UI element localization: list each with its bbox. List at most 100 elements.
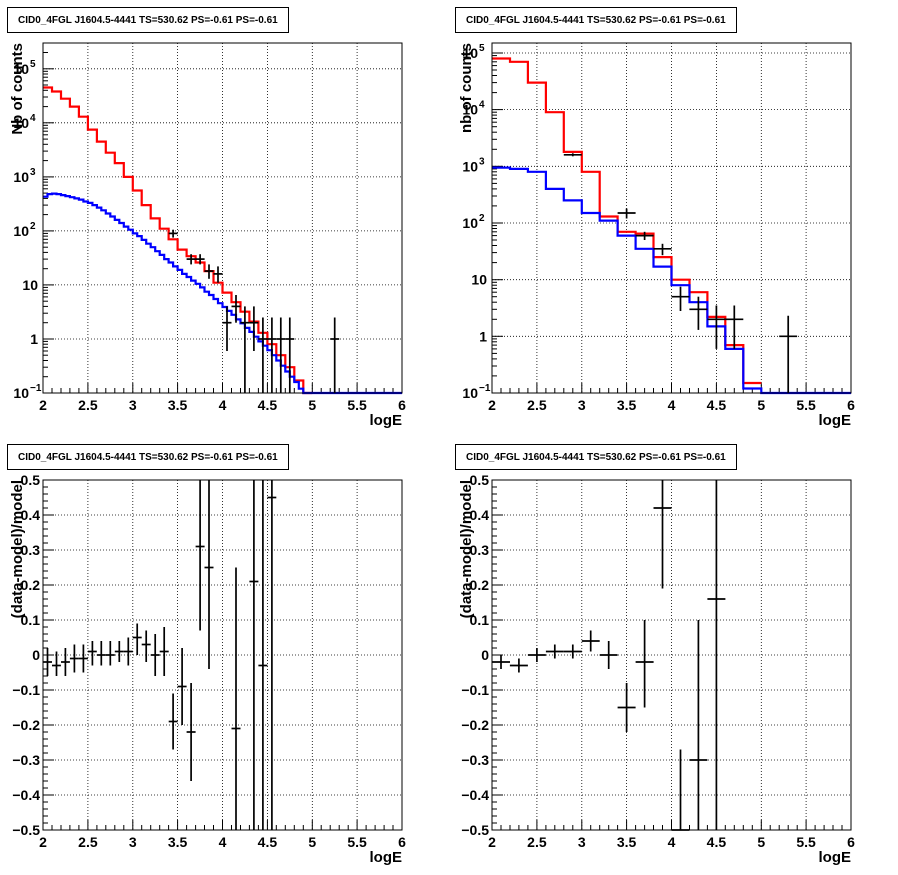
x-tick-label: 5: [757, 834, 765, 850]
y-tick-label: −0.3: [12, 752, 40, 768]
x-axis-label: logE: [370, 412, 403, 429]
data-point: [492, 655, 510, 669]
y-axis-label: (data-model)/model: [458, 480, 475, 618]
x-tick-label: 5: [757, 397, 765, 413]
y-axis-label: Nb of counts: [9, 43, 26, 135]
data-point: [186, 254, 196, 265]
y-tick-label: −0.5: [461, 822, 489, 838]
data-point: [599, 641, 618, 669]
y-tick-label: 0: [481, 647, 489, 663]
data-point: [195, 254, 205, 265]
data-point: [195, 480, 205, 631]
x-axis-label: logE: [819, 849, 852, 866]
x-tick-label: 3: [578, 397, 586, 413]
x-tick-label: 5.5: [796, 834, 816, 850]
x-tick-label: 6: [847, 397, 855, 413]
y-tick-label: 1: [30, 331, 38, 347]
y-tick-label: 10: [462, 158, 478, 174]
x-tick-label: 3.5: [168, 834, 188, 850]
panel-2-title: CID0_4FGL J1604.5-4441 TS=530.62 PS=-0.6…: [455, 7, 737, 33]
data-point: [707, 305, 726, 349]
data-point: [653, 480, 672, 589]
y-tick-label: 10: [13, 61, 29, 77]
data-point: [186, 683, 196, 781]
data-point: [249, 306, 259, 351]
y-tick-exponent: 4: [479, 100, 485, 111]
y-tick-exponent: 5: [30, 59, 36, 70]
y-tick-label: 0: [32, 647, 40, 663]
x-tick-label: 2.5: [527, 397, 547, 413]
y-tick-label: 0.2: [470, 577, 490, 593]
y-tick-label: 0.5: [470, 472, 490, 488]
data-point: [96, 641, 106, 666]
x-tick-label: 4: [219, 397, 227, 413]
data-point: [123, 637, 133, 666]
data-point: [249, 480, 259, 830]
data-point: [527, 648, 546, 662]
data-point: [87, 641, 97, 666]
data-point: [671, 286, 690, 311]
y-tick-label: 0.5: [21, 472, 41, 488]
y-tick-exponent: 4: [30, 113, 36, 124]
x-tick-label: 2: [39, 834, 47, 850]
panel-4-title: CID0_4FGL J1604.5-4441 TS=530.62 PS=-0.6…: [455, 444, 737, 470]
data-point: [132, 623, 142, 655]
y-tick-exponent: 2: [479, 213, 485, 224]
y-axis-label: (data-model)/model: [9, 480, 26, 618]
x-tick-label: 3.5: [617, 834, 637, 850]
data-point: [204, 480, 214, 669]
series-2-line: [43, 192, 402, 395]
data-point: [689, 296, 708, 330]
data-point: [204, 264, 214, 279]
x-tick-label: 5.5: [347, 834, 367, 850]
y-tick-label: 10: [22, 277, 38, 293]
data-point: [779, 315, 798, 393]
x-tick-label: 6: [398, 834, 406, 850]
y-tick-label: 0.4: [470, 507, 490, 523]
data-point: [258, 317, 268, 393]
x-tick-label: 3: [129, 397, 137, 413]
data-point: [177, 648, 187, 725]
x-tick-label: 4.5: [707, 834, 727, 850]
data-point: [671, 749, 690, 831]
y-tick-label: 10: [462, 215, 478, 231]
x-tick-label: 4.5: [258, 397, 278, 413]
data-point: [725, 305, 744, 349]
data-point: [78, 644, 88, 673]
x-tick-label: 4: [668, 834, 676, 850]
panel-3: 2 2.5 3 3.5 4 4.5 5 5.5 6 −0.5 −0.4 −0.3 −0.2 −0.1 0 0.…: [9, 472, 406, 866]
y-tick-label: −0.4: [461, 787, 489, 803]
y-tick-label: 1: [479, 328, 487, 344]
x-tick-label: 6: [398, 397, 406, 413]
y-tick-exponent: 3: [479, 156, 485, 167]
data-point: [231, 295, 241, 323]
plot-frame: [491, 479, 852, 831]
data-point: [231, 567, 241, 830]
y-tick-exponent: 2: [30, 221, 36, 232]
data-point: [168, 229, 178, 238]
x-tick-label: 2.5: [527, 834, 547, 850]
y-tick-exponent: −1: [30, 383, 42, 394]
y-tick-label: −0.4: [12, 787, 40, 803]
y-tick-exponent: −1: [479, 383, 491, 394]
data-point: [159, 627, 169, 676]
data-point: [276, 317, 286, 393]
series-2-line: [492, 166, 851, 395]
x-tick-label: 5.5: [347, 397, 367, 413]
y-tick-label: 0.2: [21, 577, 41, 593]
data-point: [330, 317, 340, 393]
y-tick-label: 10: [13, 115, 29, 131]
data-point: [150, 634, 160, 676]
x-tick-label: 2.5: [78, 834, 98, 850]
y-tick-label: 0.3: [470, 542, 490, 558]
x-tick-label: 2: [488, 397, 496, 413]
data-point: [617, 683, 636, 732]
plot-frame: [491, 42, 852, 394]
series-1-line: [492, 57, 762, 385]
x-tick-label: 4: [219, 834, 227, 850]
data-point: [581, 630, 600, 652]
x-tick-label: 3: [578, 834, 586, 850]
y-tick-label: 10: [13, 169, 29, 185]
data-point: [635, 620, 654, 708]
